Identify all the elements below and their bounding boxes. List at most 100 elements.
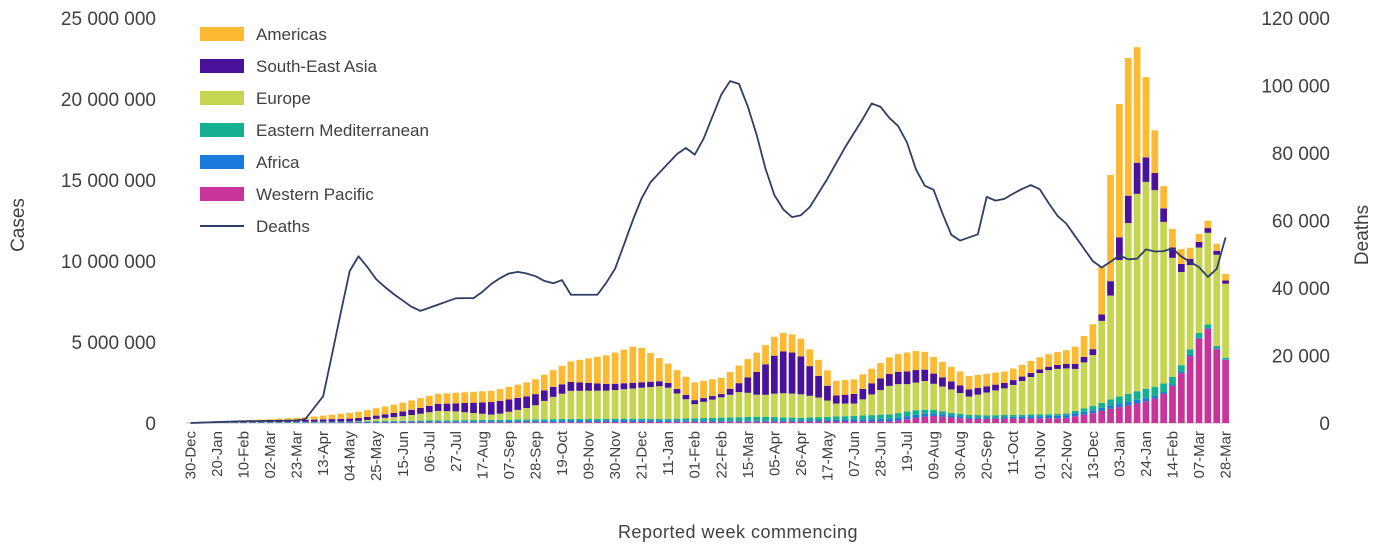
bar-south-east-asia-115 [1204,228,1212,233]
x-tick-label: 28-Mar [1218,431,1235,479]
bar-europe-89 [974,394,982,416]
bar-eastern-mediterranean-114 [1195,333,1203,338]
bar-western-pacific-106 [1124,405,1132,423]
bar-south-east-asia-45 [585,383,592,391]
bar-americas-10 [275,418,283,421]
bar-western-pacific-54 [664,421,672,423]
bar-europe-81 [903,384,911,412]
bar-europe-68 [788,393,796,418]
bar-europe-67 [779,393,787,418]
bar-western-pacific-72 [824,421,831,423]
bar-africa-105 [1116,403,1123,408]
bar-eastern-mediterranean-46 [594,418,601,421]
x-tick-label: 03-Jan [1111,431,1128,477]
bar-europe-36 [505,411,513,420]
x-tick-label: 11-Oct [1005,430,1022,475]
bar-europe-37 [514,409,522,420]
bar-americas-19 [355,411,362,419]
bar-africa-95 [1027,416,1035,419]
bar-south-east-asia-116 [1213,250,1221,255]
bar-western-pacific-35 [496,422,504,423]
bar-western-pacific-30 [452,422,460,423]
bar-eastern-mediterranean-117 [1222,357,1229,360]
bar-europe-93 [1009,384,1017,415]
bar-africa-94 [1018,416,1026,419]
bar-americas-87 [956,371,964,386]
bar-americas-16 [328,414,336,420]
x-tick-label: 20-Jan [209,431,226,477]
bar-africa-71 [815,419,822,422]
bar-south-east-asia-21 [372,415,380,419]
bar-western-pacific-81 [903,419,911,423]
bar-eastern-mediterranean-55 [673,418,681,421]
bar-europe-48 [611,390,619,419]
bar-eastern-mediterranean-18 [346,421,354,423]
bar-south-east-asia-107 [1133,162,1141,194]
bar-americas-99 [1062,350,1070,364]
bar-africa-108 [1142,398,1150,402]
bar-americas-95 [1027,361,1035,374]
bar-western-pacific-58 [700,421,707,423]
bar-south-east-asia-64 [753,371,761,395]
bar-eastern-mediterranean-54 [664,418,672,421]
bar-eastern-mediterranean-90 [983,415,991,418]
bar-americas-40 [540,374,548,391]
bar-africa-70 [806,420,814,422]
bar-africa-55 [673,420,681,422]
bar-africa-107 [1133,399,1141,404]
bar-americas-62 [735,365,743,384]
bar-africa-103 [1098,407,1106,411]
legend-swatch [200,59,244,73]
bar-western-pacific-61 [726,421,734,423]
bar-western-pacific-74 [841,421,849,423]
bar-americas-92 [1001,371,1008,384]
bar-south-east-asia-39 [532,394,539,406]
bar-americas-64 [753,352,761,372]
bar-americas-97 [1045,354,1052,367]
bar-africa-33 [479,421,486,423]
x-tick-label: 13-Dec [1085,431,1102,480]
bar-americas-38 [523,382,530,397]
bar-eastern-mediterranean-113 [1186,349,1194,355]
bar-eastern-mediterranean-104 [1107,399,1114,406]
bar-eastern-mediterranean-98 [1054,414,1061,416]
bar-eastern-mediterranean-34 [487,419,495,422]
bar-americas-72 [824,370,831,386]
x-tick-label: 09-Aug [926,431,943,479]
bar-europe-107 [1133,193,1141,392]
legend-label: Western Pacific [256,185,374,204]
bar-south-east-asia-88 [965,389,973,397]
bar-western-pacific-46 [594,422,601,423]
bar-europe-53 [655,386,663,419]
bar-americas-82 [912,351,920,371]
bar-europe-114 [1195,247,1203,334]
bar-western-pacific-63 [744,421,752,423]
bar-americas-28 [434,393,442,404]
bar-americas-44 [576,359,584,383]
bar-western-pacific-89 [974,418,982,423]
bar-africa-90 [983,417,991,419]
bar-europe-45 [585,390,592,419]
x-tick-label: 17-May [819,431,836,482]
bar-africa-104 [1107,405,1114,409]
bar-europe-29 [443,411,451,421]
bar-eastern-mediterranean-85 [939,411,946,415]
bar-europe-49 [620,389,628,419]
bar-south-east-asia-80 [894,371,902,385]
bar-western-pacific-49 [620,422,628,423]
legend: Americas South-East Asia Europe Eastern Med… [200,25,429,236]
bar-americas-66 [770,336,778,356]
bar-western-pacific-88 [965,418,973,423]
bar-western-pacific-97 [1045,418,1052,423]
bar-western-pacific-79 [886,421,893,423]
bar-south-east-asia-30 [452,403,460,412]
bar-europe-75 [850,403,858,416]
bar-south-east-asia-93 [1009,380,1017,385]
bar-africa-47 [602,420,610,423]
bar-africa-68 [788,420,796,422]
x-tick-label: 07-Jun [846,431,863,477]
bar-americas-68 [788,334,796,353]
bar-africa-82 [912,414,920,418]
bar-western-pacific-101 [1080,414,1088,423]
bar-south-east-asia-114 [1195,241,1203,248]
